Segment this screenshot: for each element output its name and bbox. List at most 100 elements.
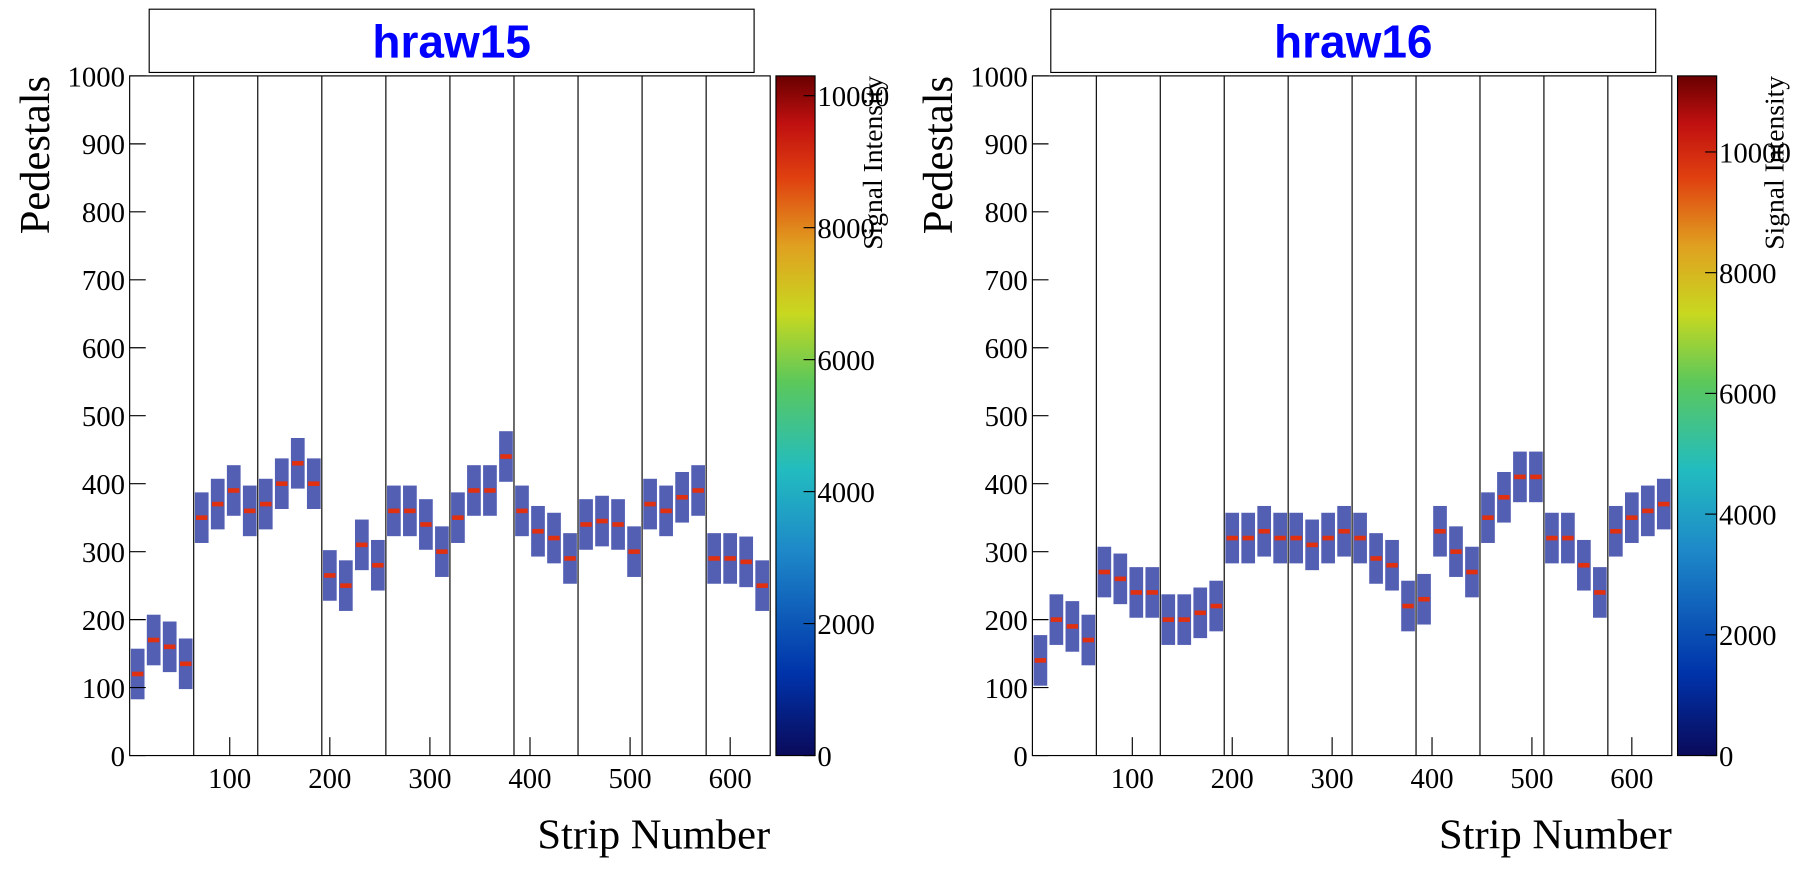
pedestal-core [1370, 556, 1382, 561]
pedestal-core [1482, 515, 1494, 520]
pedestal-core [1354, 535, 1366, 541]
y-tick-label: 1000 [68, 61, 126, 93]
pedestal-core [1274, 535, 1286, 541]
x-tick-label: 100 [208, 763, 251, 795]
z-tick-label: 8000 [1719, 258, 1777, 290]
pedestal-core [1226, 535, 1238, 541]
x-axis-title: Strip Number [537, 812, 770, 859]
z-tick-label: 4000 [1719, 499, 1777, 531]
x-tick-label: 600 [709, 763, 752, 795]
y-tick-label: 900 [82, 129, 125, 161]
pedestal-core [1626, 515, 1638, 520]
pedestal-core [324, 573, 336, 578]
y-tick-label: 600 [985, 333, 1028, 365]
pedestal-core [308, 481, 320, 486]
pedestal-core [292, 461, 304, 466]
pedestal-core [628, 549, 640, 554]
y-tick-label: 1000 [970, 61, 1028, 93]
pedestal-core [676, 494, 688, 500]
pedestal-core [1418, 596, 1430, 602]
pedestal-core [468, 488, 480, 493]
x-tick-label: 600 [1610, 763, 1653, 795]
pedestal-core [1386, 562, 1398, 568]
y-tick-label: 800 [82, 197, 125, 229]
pedestal-core [1434, 528, 1446, 534]
y-axis-title: Pedestals [12, 76, 59, 234]
pedestal-core [692, 488, 704, 493]
y-tick-label: 800 [985, 197, 1028, 229]
z-tick-label: 6000 [817, 345, 875, 377]
pedestal-core [1642, 508, 1654, 514]
y-tick-label: 0 [1013, 741, 1027, 773]
pedestal-core [372, 562, 384, 568]
x-tick-label: 300 [408, 763, 451, 795]
z-axis-title: Signal Intensity [857, 76, 888, 250]
color-bar [775, 75, 816, 757]
pedestal-core [1610, 528, 1622, 534]
y-tick-label: 300 [985, 537, 1028, 569]
pedestal-core [660, 508, 672, 514]
pedestal-core [1114, 576, 1127, 582]
pedestal-core [532, 528, 544, 534]
pedestal-core [756, 583, 768, 588]
pedestal-core [564, 556, 576, 561]
pedestal-core [612, 522, 624, 527]
title-box [1050, 8, 1657, 74]
pedestal-core [1146, 590, 1158, 595]
pedestal-core [147, 637, 160, 643]
pedestal-core [340, 583, 352, 588]
y-tick-label: 700 [82, 265, 125, 297]
pedestal-core [1562, 535, 1574, 541]
title-box [148, 8, 755, 74]
pedestal-core [1498, 494, 1510, 500]
pedestal-core [1338, 528, 1350, 534]
x-tick-label: 500 [1510, 763, 1553, 795]
pedestal-core [1098, 569, 1111, 575]
pedestal-core [260, 501, 272, 507]
pedestal-core [1050, 617, 1063, 622]
y-tick-label: 200 [985, 605, 1028, 637]
pedestal-core [516, 508, 528, 514]
pedestal-core [388, 508, 400, 514]
pedestal-core [1322, 535, 1334, 541]
pedestal-core [1066, 624, 1079, 629]
z-tick-label: 0 [817, 741, 831, 773]
pedestal-core [228, 488, 240, 493]
pedestal-core [1514, 474, 1526, 480]
pedestal-core [1450, 549, 1462, 554]
x-tick-label: 200 [308, 763, 351, 795]
z-axis-title: Signal Intensity [1758, 76, 1789, 250]
y-tick-label: 700 [985, 265, 1028, 297]
z-tick-label: 6000 [1719, 379, 1777, 411]
pedestal-core [1130, 590, 1142, 595]
x-axis-title: Strip Number [1439, 812, 1672, 859]
pedestal-core [1194, 610, 1206, 616]
pedestal-core [1210, 603, 1222, 609]
color-bar [1676, 75, 1718, 757]
z-tick-label: 0 [1719, 741, 1733, 773]
pedestal-core [131, 671, 144, 677]
pedestal-core [1402, 603, 1414, 609]
y-tick-label: 300 [82, 537, 125, 569]
y-tick-label: 400 [985, 469, 1028, 501]
pedestal-core [740, 559, 752, 565]
pedestal-core [1594, 590, 1606, 595]
pedestal-core [724, 556, 736, 561]
y-tick-label: 200 [82, 605, 125, 637]
pedestal-core [452, 515, 464, 520]
y-tick-label: 0 [111, 741, 125, 773]
pedestal-core [356, 542, 368, 548]
z-tick-label: 2000 [817, 609, 875, 641]
z-tick-label: 10000 [1719, 137, 1791, 169]
y-tick-label: 500 [985, 401, 1028, 433]
pedestal-core [196, 515, 208, 520]
pedestal-core [404, 508, 416, 514]
pedestal-core [1034, 658, 1047, 663]
z-tick-label: 10000 [817, 81, 889, 113]
pedestal-core [596, 518, 608, 524]
pedestal-core [420, 522, 432, 527]
pedestal-core [1242, 535, 1254, 541]
y-tick-label: 100 [82, 673, 125, 705]
